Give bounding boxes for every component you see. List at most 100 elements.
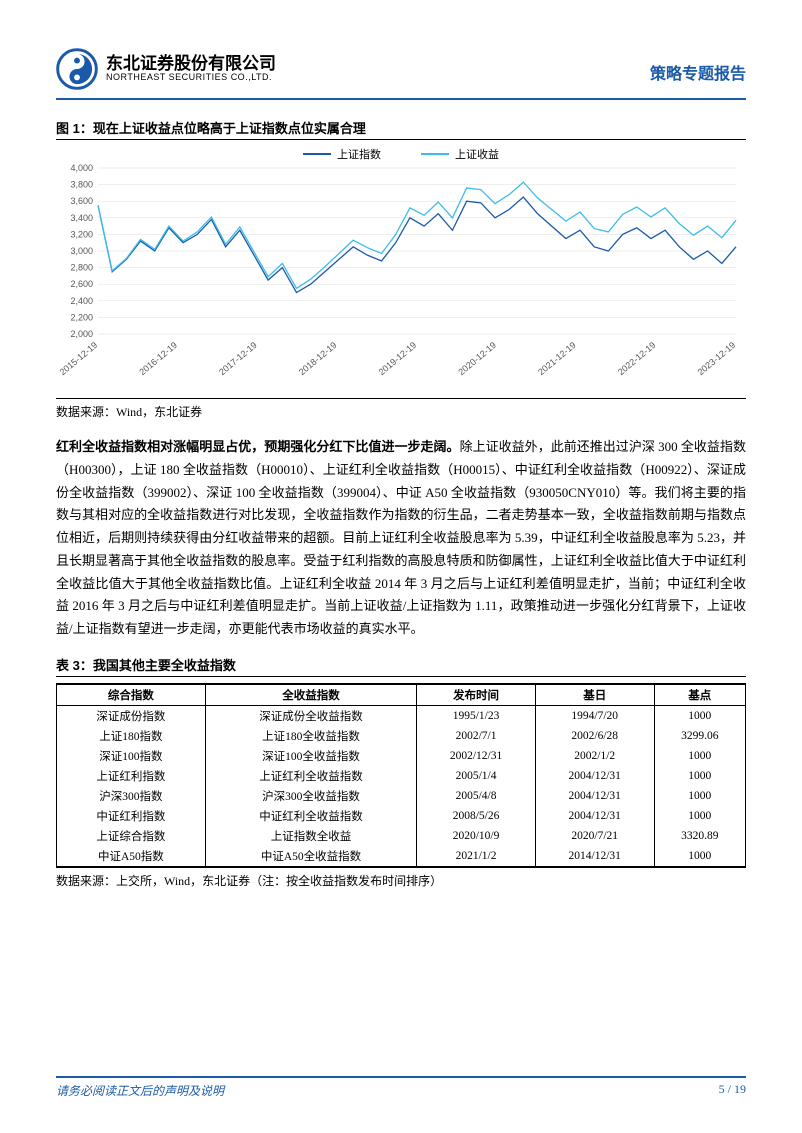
table-cell: 2004/12/31 [535, 786, 654, 806]
table-cell: 中证A50指数 [57, 846, 206, 867]
table-header: 基日 [535, 684, 654, 706]
table-cell: 中证A50全收益指数 [205, 846, 416, 867]
footer: 请务必阅读正文后的声明及说明 5 / 19 [56, 1076, 746, 1099]
table-cell: 上证180指数 [57, 726, 206, 746]
table-row: 中证A50指数中证A50全收益指数2021/1/22014/12/311000 [57, 846, 746, 867]
table-cell: 2021/1/2 [417, 846, 536, 867]
legend-swatch-2 [421, 153, 449, 155]
table-row: 中证红利指数中证红利全收益指数2008/5/262004/12/311000 [57, 806, 746, 826]
table-cell: 2002/12/31 [417, 746, 536, 766]
table-cell: 1994/7/20 [535, 705, 654, 726]
table-cell: 3320.89 [654, 826, 745, 846]
svg-text:3,800: 3,800 [70, 180, 93, 190]
table-cell: 2020/7/21 [535, 826, 654, 846]
figure1-bottom-rule [56, 398, 746, 399]
table-cell: 深证成份全收益指数 [205, 705, 416, 726]
table-row: 上证180指数上证180全收益指数2002/7/12002/6/283299.0… [57, 726, 746, 746]
table-cell: 沪深300全收益指数 [205, 786, 416, 806]
svg-text:3,400: 3,400 [70, 213, 93, 223]
svg-text:2023-12-19: 2023-12-19 [696, 340, 738, 377]
table-cell: 中证红利全收益指数 [205, 806, 416, 826]
table-cell: 1000 [654, 705, 745, 726]
svg-text:2015-12-19: 2015-12-19 [58, 340, 100, 377]
table3-title: 表 3：我国其他主要全收益指数 [56, 655, 746, 674]
table-cell: 上证红利指数 [57, 766, 206, 786]
table-cell: 1000 [654, 786, 745, 806]
logo-name-en: NORTHEAST SECURITIES CO.,LTD. [106, 73, 276, 83]
table-cell: 2005/4/8 [417, 786, 536, 806]
table-cell: 1000 [654, 846, 745, 867]
table-cell: 3299.06 [654, 726, 745, 746]
para-body: 除上证收益外，此前还推出过沪深 300 全收益指数（H00300），上证 180… [56, 439, 746, 636]
table3-top-rule [56, 676, 746, 677]
svg-text:2018-12-19: 2018-12-19 [297, 340, 339, 377]
svg-text:2,800: 2,800 [70, 263, 93, 273]
header-rule [56, 98, 746, 100]
legend-label-2: 上证收益 [455, 146, 499, 162]
chart-container: 2,000 2,200 2,400 2,600 2,800 3,000 3,200 3,400… [56, 164, 746, 394]
table-cell: 1995/1/23 [417, 705, 536, 726]
chart-legend: 上证指数 上证收益 [56, 146, 746, 162]
svg-text:3,200: 3,200 [70, 229, 93, 239]
table-cell: 1000 [654, 806, 745, 826]
paragraph-block: 红利全收益指数相对涨幅明显占优，预期强化分红下比值进一步走阔。除上证收益外，此前… [56, 436, 746, 641]
table-header: 全收益指数 [205, 684, 416, 706]
table-cell: 上证180全收益指数 [205, 726, 416, 746]
table-header: 综合指数 [57, 684, 206, 706]
table-row: 沪深300指数沪深300全收益指数2005/4/82004/12/311000 [57, 786, 746, 806]
legend-item-1: 上证指数 [303, 146, 381, 162]
svg-text:2016-12-19: 2016-12-19 [137, 340, 179, 377]
table-cell: 中证红利指数 [57, 806, 206, 826]
table-cell: 2002/7/1 [417, 726, 536, 746]
table-row: 上证综合指数上证指数全收益2020/10/92020/7/213320.89 [57, 826, 746, 846]
table-row: 深证100指数深证100全收益指数2002/12/312002/1/21000 [57, 746, 746, 766]
table-cell: 深证成份指数 [57, 705, 206, 726]
table-cell: 沪深300指数 [57, 786, 206, 806]
figure1-source: 数据来源：Wind，东北证券 [56, 403, 746, 420]
footer-rule [56, 1076, 746, 1078]
footer-disclaimer: 请务必阅读正文后的声明及说明 [56, 1082, 224, 1099]
report-type: 策略专题报告 [650, 60, 746, 84]
header: 东北证券股份有限公司 NORTHEAST SECURITIES CO.,LTD.… [56, 48, 746, 90]
svg-text:3,600: 3,600 [70, 196, 93, 206]
table-cell: 1000 [654, 746, 745, 766]
figure1-title: 图 1：现在上证收益点位略高于上证指数点位实属合理 [56, 118, 746, 137]
svg-text:2019-12-19: 2019-12-19 [377, 340, 419, 377]
logo-block: 东北证券股份有限公司 NORTHEAST SECURITIES CO.,LTD. [56, 48, 276, 90]
figure1-top-rule [56, 139, 746, 140]
table-cell: 上证红利全收益指数 [205, 766, 416, 786]
table-cell: 2014/12/31 [535, 846, 654, 867]
svg-text:2,200: 2,200 [70, 312, 93, 322]
company-logo-icon [56, 48, 98, 90]
table3-source: 数据来源：上交所，Wind，东北证券（注：按全收益指数发布时间排序） [56, 872, 746, 889]
table-row: 深证成份指数深证成份全收益指数1995/1/231994/7/201000 [57, 705, 746, 726]
svg-text:2021-12-19: 2021-12-19 [536, 340, 578, 377]
page-number: 5 / 19 [719, 1082, 746, 1099]
legend-swatch-1 [303, 153, 331, 155]
svg-text:2022-12-19: 2022-12-19 [616, 340, 658, 377]
table-header: 基点 [654, 684, 745, 706]
table-cell: 上证指数全收益 [205, 826, 416, 846]
table-cell: 2020/10/9 [417, 826, 536, 846]
svg-text:2017-12-19: 2017-12-19 [217, 340, 259, 377]
svg-text:2,600: 2,600 [70, 279, 93, 289]
svg-text:4,000: 4,000 [70, 164, 93, 173]
table-cell: 2008/5/26 [417, 806, 536, 826]
table-cell: 2004/12/31 [535, 806, 654, 826]
svg-text:3,000: 3,000 [70, 246, 93, 256]
table-cell: 深证100全收益指数 [205, 746, 416, 766]
table-cell: 2005/1/4 [417, 766, 536, 786]
svg-text:2,400: 2,400 [70, 296, 93, 306]
table-cell: 2002/1/2 [535, 746, 654, 766]
table-cell: 2004/12/31 [535, 766, 654, 786]
svg-text:2,000: 2,000 [70, 329, 93, 339]
table-cell: 深证100指数 [57, 746, 206, 766]
table-cell: 2002/6/28 [535, 726, 654, 746]
logo-name-cn: 东北证券股份有限公司 [106, 55, 276, 74]
line-chart: 2,000 2,200 2,400 2,600 2,800 3,000 3,200 3,400… [56, 164, 746, 389]
table-cell: 1000 [654, 766, 745, 786]
para-lead: 红利全收益指数相对涨幅明显占优，预期强化分红下比值进一步走阔。 [56, 439, 460, 454]
table3: 综合指数全收益指数发布时间基日基点 深证成份指数深证成份全收益指数1995/1/… [56, 683, 746, 868]
table-cell: 上证综合指数 [57, 826, 206, 846]
svg-text:2020-12-19: 2020-12-19 [456, 340, 498, 377]
